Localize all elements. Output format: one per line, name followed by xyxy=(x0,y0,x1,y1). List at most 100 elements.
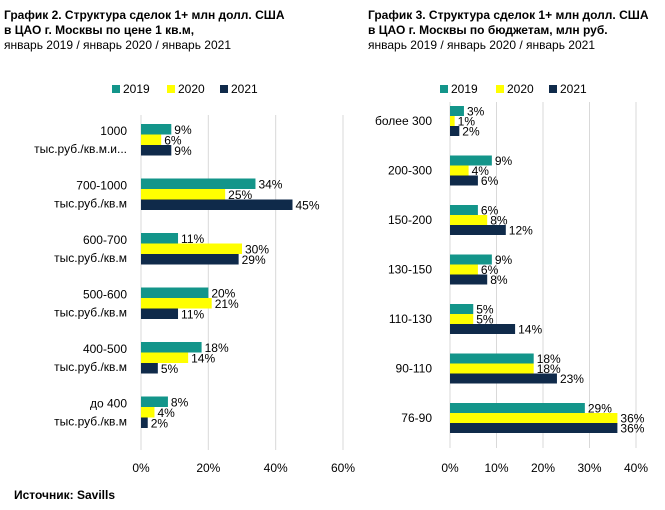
chart-left-data-label: 11% xyxy=(181,232,204,246)
chart-left-data-label: 14% xyxy=(191,352,215,366)
chart-right-bar xyxy=(450,205,478,215)
chart-right-data-label: 3% xyxy=(467,105,485,119)
chart-left-bar xyxy=(141,233,179,244)
chart-right-category-label: более 300 xyxy=(375,114,432,128)
chart-right-bar xyxy=(450,155,492,166)
chart-right-legend-label: 2019 xyxy=(451,82,478,96)
chart-left-subtitle: январь 2019 / январь 2020 / январь 2021 xyxy=(4,38,231,52)
chart-right-x-tick-label: 30% xyxy=(577,461,601,475)
chart-right-title: График 3. Структура сделок 1+ млн долл. … xyxy=(368,8,665,53)
chart-left-category-label: 500-600 xyxy=(83,287,127,301)
chart-right-data-label: 4% xyxy=(472,164,490,178)
chart-left-data-label: 4% xyxy=(157,406,175,420)
chart-left-data-label: 9% xyxy=(174,144,192,158)
chart-left-title-line2: в ЦАО г. Москвы по цене 1 кв.м, xyxy=(4,23,195,37)
chart-left-bar xyxy=(141,243,242,254)
chart-right-bar xyxy=(450,324,516,334)
chart-left-data-label: 45% xyxy=(296,199,320,213)
chart-right-x-tick-label: 40% xyxy=(624,461,648,475)
chart-left-bar xyxy=(141,124,172,135)
chart-right-bar xyxy=(450,165,469,176)
chart-right-data-label: 29% xyxy=(588,402,612,416)
chart-left-data-label: 29% xyxy=(242,253,266,267)
chart-right-data-label: 9% xyxy=(495,154,513,168)
chart-right-data-label: 6% xyxy=(481,174,499,188)
chart-left-data-label: 9% xyxy=(174,123,192,137)
chart-right-data-label: 8% xyxy=(490,273,508,287)
chart-right-title-line2: в ЦАО г. Москвы по бюджетам, млн руб. xyxy=(368,23,608,37)
chart-left-bar xyxy=(141,417,148,428)
chart-right-category-label: 76-90 xyxy=(401,411,432,425)
chart-left-legend-label: 2019 xyxy=(123,82,150,96)
chart-left-x-tick-label: 60% xyxy=(331,461,355,475)
chart-right-bar xyxy=(450,413,618,423)
chart-right-legend-label: 2021 xyxy=(560,82,587,96)
chart-right-bar xyxy=(450,254,492,265)
chart-left-bar xyxy=(141,298,212,309)
chart-right-bar xyxy=(450,106,464,116)
chart-left-bar xyxy=(141,308,179,319)
chart-right-title-line1: График 3. Структура сделок 1+ млн долл. … xyxy=(368,8,649,22)
chart-left-category-label: 700-1000 xyxy=(76,178,127,192)
chart-right-bar xyxy=(450,373,557,384)
chart-left-bar xyxy=(141,363,158,374)
chart-left-x-tick-label: 40% xyxy=(264,461,288,475)
chart-left-category-label: тыс.руб./кв.м xyxy=(54,414,127,428)
chart-left-data-label: 30% xyxy=(245,243,269,257)
chart-right-bar xyxy=(450,274,488,285)
chart-right-bar xyxy=(450,116,455,126)
chart-left-category-label: 1000 xyxy=(100,124,127,138)
chart-right-data-label: 14% xyxy=(518,323,542,337)
chart-right-category-label: 130-150 xyxy=(388,263,432,277)
chart-left-data-label: 5% xyxy=(161,362,179,376)
chart-right-data-label: 5% xyxy=(476,313,494,327)
chart-left-bar xyxy=(141,342,202,353)
chart-right-bar xyxy=(450,363,534,374)
chart-left-category-label: 600-700 xyxy=(83,233,127,247)
chart-right-data-label: 1% xyxy=(458,115,476,129)
chart-right-subtitle: январь 2019 / январь 2020 / январь 2021 xyxy=(368,38,595,52)
chart-left-bar xyxy=(141,254,239,265)
chart-right-legend-swatch xyxy=(440,85,448,93)
chart-right-data-label: 6% xyxy=(481,263,499,277)
chart-right-bar xyxy=(450,215,488,225)
chart-right-data-label: 6% xyxy=(481,204,499,218)
chart-left-data-label: 21% xyxy=(215,297,239,311)
chart-left-bar xyxy=(141,178,256,189)
chart-right-bar xyxy=(450,264,478,275)
chart-left-title: График 2. Структура сделок 1+ млн долл. … xyxy=(4,8,324,53)
chart-right-bar xyxy=(450,304,474,314)
chart-left-data-label: 18% xyxy=(205,341,229,355)
chart-left-legend-swatch xyxy=(220,85,228,93)
chart-right-bar xyxy=(450,314,474,324)
chart-right-data-label: 23% xyxy=(560,372,584,386)
chart-left-category-label: тыс.руб./кв.м xyxy=(54,251,127,265)
chart-left-category-label: тыс.руб./кв.м.и... xyxy=(34,142,127,156)
chart-right-x-tick-label: 0% xyxy=(441,461,459,475)
chart-left-bar xyxy=(141,352,189,363)
chart-left-legend-label: 2021 xyxy=(231,82,258,96)
chart-left-bar xyxy=(141,189,226,200)
chart-right-category-label: 90-110 xyxy=(396,362,433,376)
chart-left-bar xyxy=(141,407,155,418)
chart-right-category-label: 110-130 xyxy=(389,312,432,326)
chart-right-data-label: 36% xyxy=(620,412,644,426)
chart-right-x-tick-label: 10% xyxy=(484,461,508,475)
chart-left-category-label: до 400 xyxy=(90,396,127,410)
chart-left-data-label: 34% xyxy=(258,178,282,192)
chart-left-legend-swatch xyxy=(112,85,120,93)
chart-right-bar xyxy=(450,126,460,136)
chart-right-data-label: 5% xyxy=(476,303,494,317)
chart-right-data-label: 9% xyxy=(495,253,513,267)
chart-left-title-line1: График 2. Структура сделок 1+ млн долл. … xyxy=(4,8,285,22)
chart-right-data-label: 18% xyxy=(537,362,561,376)
chart-right-data-label: 8% xyxy=(490,214,508,228)
chart-left-data-label: 8% xyxy=(171,396,189,410)
chart-left-data-label: 25% xyxy=(228,188,252,202)
chart-left-category-label: тыс.руб./кв.м xyxy=(54,360,127,374)
chart-left-x-tick-label: 20% xyxy=(196,461,220,475)
chart-right-data-label: 18% xyxy=(537,352,561,366)
chart-right-bar xyxy=(450,353,534,364)
